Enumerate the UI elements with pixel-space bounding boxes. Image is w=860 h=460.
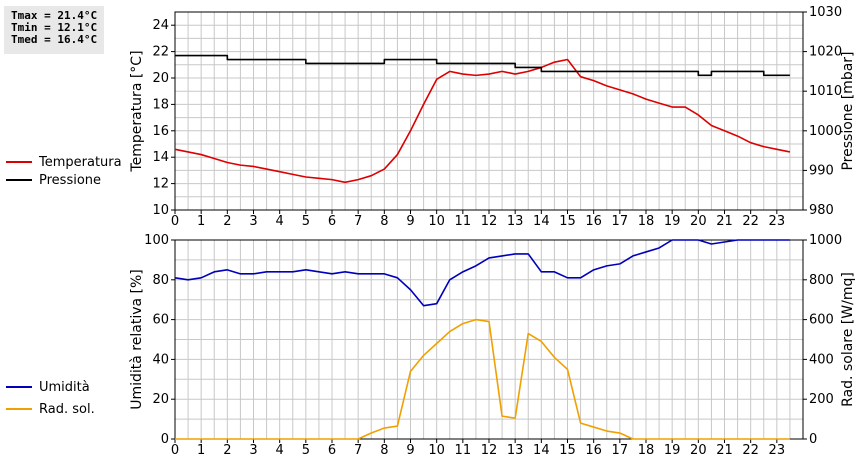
stats-box: Tmax = 21.4°C Tmin = 12.1°C Tmed = 16.4°… <box>4 6 104 54</box>
y2-tick-label: 400 <box>809 352 834 367</box>
y2-tick-label: 200 <box>809 392 834 407</box>
x-tick-label: 0 <box>171 443 179 458</box>
y-tick-label: 16 <box>152 124 169 139</box>
x-tick-label: 4 <box>276 443 284 458</box>
x-tick-label: 1 <box>197 443 205 458</box>
x-tick-label: 22 <box>742 443 759 458</box>
series-line-temperatura <box>174 58 791 184</box>
y2-tick-label: 800 <box>809 273 834 288</box>
x-tick-label: 14 <box>533 214 550 229</box>
y2-tick-label: 990 <box>809 163 834 178</box>
legend-label: Umidità <box>39 380 90 395</box>
x-tick-label: 2 <box>223 214 231 229</box>
x-tick-label: 9 <box>406 214 414 229</box>
y-tick-label: 14 <box>152 150 169 165</box>
x-tick-label: 20 <box>690 443 707 458</box>
y-axis-title-top: Temperatura [°C] <box>129 50 145 172</box>
y-tick-label: 20 <box>152 71 169 86</box>
x-tick-label: 13 <box>507 443 524 458</box>
x-tick-label: 23 <box>769 443 786 458</box>
x-tick-label: 11 <box>455 443 472 458</box>
x-tick-label: 4 <box>276 214 284 229</box>
x-tick-label: 17 <box>612 214 629 229</box>
y-tick-label: 60 <box>152 313 169 328</box>
x-tick-label: 1 <box>197 214 205 229</box>
y2-tick-label: 1020 <box>809 45 842 60</box>
series-line-rad-sol <box>175 318 790 440</box>
x-tick-label: 19 <box>664 214 681 229</box>
legend-label: Temperatura <box>38 155 122 170</box>
y2-tick-label: 1000 <box>809 233 842 248</box>
x-tick-label: 3 <box>249 443 257 458</box>
x-tick-label: 10 <box>428 214 445 229</box>
x-tick-label: 2 <box>223 443 231 458</box>
x-tick-label: 21 <box>716 214 733 229</box>
y2-axis-title-top: Pressione [mbar] <box>840 51 856 170</box>
x-tick-label: 8 <box>380 443 388 458</box>
stats-tmin: Tmin = 12.1°C <box>11 21 98 34</box>
x-tick-label: 3 <box>249 214 257 229</box>
y-tick-label: 24 <box>152 18 169 33</box>
series-line-pressione <box>175 54 790 77</box>
y-tick-label: 80 <box>152 273 169 288</box>
y-tick-label: 10 <box>152 203 169 218</box>
y2-tick-label: 980 <box>809 203 834 218</box>
x-tick-label: 18 <box>638 214 655 229</box>
x-tick-label: 9 <box>406 443 414 458</box>
x-tick-label: 6 <box>328 214 336 229</box>
y-tick-label: 0 <box>161 432 169 447</box>
y-tick-label: 40 <box>152 352 169 367</box>
x-tick-label: 21 <box>716 443 733 458</box>
y-tick-label: 12 <box>152 177 169 192</box>
x-tick-label: 15 <box>559 214 576 229</box>
y-tick-label: 100 <box>144 233 169 248</box>
x-tick-label: 12 <box>481 214 498 229</box>
x-tick-label: 0 <box>171 214 179 229</box>
x-tick-label: 18 <box>638 443 655 458</box>
x-tick-label: 14 <box>533 443 550 458</box>
y2-tick-label: 0 <box>809 432 817 447</box>
x-tick-label: 7 <box>354 214 362 229</box>
x-tick-label: 13 <box>507 214 524 229</box>
x-tick-label: 12 <box>481 443 498 458</box>
x-tick-label: 5 <box>302 214 310 229</box>
x-tick-label: 20 <box>690 214 707 229</box>
x-tick-label: 7 <box>354 443 362 458</box>
y-tick-label: 20 <box>152 392 169 407</box>
stats-tmed: Tmed = 16.4°C <box>11 33 98 46</box>
legend-label: Pressione <box>39 173 101 188</box>
x-tick-label: 15 <box>559 443 576 458</box>
x-tick-label: 16 <box>585 443 602 458</box>
x-tick-label: 6 <box>328 443 336 458</box>
y2-axis-title-bottom: Rad. solare [W/mq] <box>840 272 856 407</box>
y-axis-title-bottom: Umidità relativa [%] <box>129 269 145 410</box>
x-tick-label: 23 <box>769 214 786 229</box>
y-tick-label: 18 <box>152 97 169 112</box>
y2-tick-label: 1000 <box>809 124 842 139</box>
x-tick-label: 17 <box>612 443 629 458</box>
y-tick-label: 22 <box>152 45 169 60</box>
series-line-umidit <box>174 239 790 307</box>
y2-tick-label: 1030 <box>809 5 842 20</box>
y2-tick-label: 1010 <box>809 84 842 99</box>
x-tick-label: 19 <box>664 443 681 458</box>
x-tick-label: 11 <box>455 214 472 229</box>
x-tick-label: 10 <box>428 443 445 458</box>
y2-tick-label: 600 <box>809 313 834 328</box>
stats-tmax: Tmax = 21.4°C <box>11 9 98 22</box>
x-tick-label: 16 <box>585 214 602 229</box>
x-tick-label: 22 <box>742 214 759 229</box>
legend-label: Rad. sol. <box>39 402 95 417</box>
x-tick-label: 8 <box>380 214 388 229</box>
x-tick-label: 5 <box>302 443 310 458</box>
